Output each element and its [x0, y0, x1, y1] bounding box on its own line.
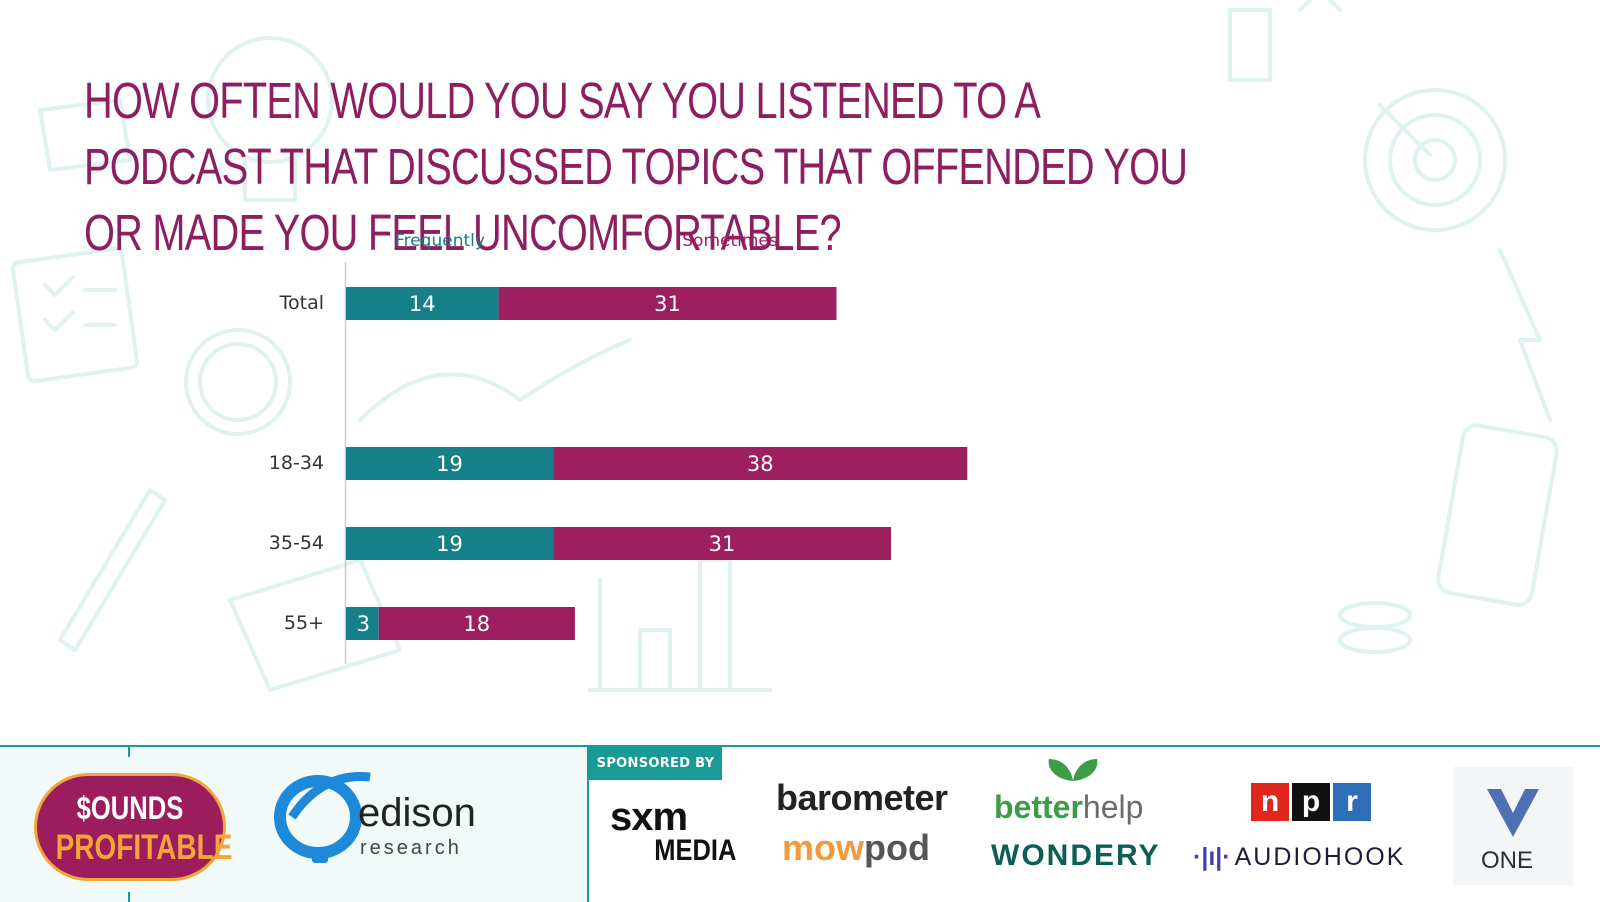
data-label: 31 [654, 292, 681, 316]
audiohook-wave-icon: ·|ı|· [1193, 843, 1231, 871]
mowpod-logo: mowpod [782, 827, 930, 868]
category-label: 18-34 [269, 452, 324, 474]
bar-frequently [346, 607, 379, 640]
sounds-profitable-logo: $OUNDS PROFITABLE [34, 773, 232, 881]
data-label: 3 [357, 612, 370, 636]
bar-sometimes [498, 287, 837, 320]
one-logo: ONE [1453, 767, 1573, 885]
bars-group: Total 14 31 18-34 19 38 35-54 19 31 55+ 3 18 [269, 287, 968, 640]
legend-item-sometimes: Sometimes [682, 231, 778, 251]
category-label: 55+ [284, 612, 324, 634]
footer-tick [128, 747, 130, 757]
legend-item-frequently: Frequently [395, 231, 485, 251]
edison-research-logo: edison research [272, 767, 502, 877]
sponsored-by-badge: SPONSORED BY [589, 747, 722, 780]
bar-frequently [346, 287, 499, 320]
bar-frequently [346, 527, 554, 560]
sponsor-area: SPONSORED BY [589, 747, 1600, 902]
category-label: 35-54 [269, 532, 324, 554]
wondery-logo: WONDERY [991, 839, 1161, 872]
bar-sometimes [553, 527, 891, 560]
bar-sometimes [553, 447, 968, 480]
sxm-media-logo: sxm MEDIA [610, 795, 737, 867]
data-label: 14 [409, 292, 436, 316]
data-label: 18 [463, 612, 490, 636]
legend: Frequently Sometimes [395, 231, 778, 251]
npr-logo: n p r [1251, 783, 1371, 821]
data-label: 38 [747, 452, 774, 476]
betterhelp-logo: betterhelp [994, 789, 1144, 825]
bar-frequently [346, 447, 554, 480]
data-label: 19 [436, 452, 463, 476]
data-label: 19 [436, 532, 463, 556]
data-label: 31 [709, 532, 736, 556]
footer-tick [128, 892, 130, 902]
audiohook-logo: ·|ı|· AUDIOHOOK [1193, 843, 1406, 871]
betterhelp-leaf-icon [1048, 759, 1098, 781]
background-doodles [10, 0, 1559, 692]
footer: $OUNDS PROFITABLE edison research SPONSO… [0, 745, 1600, 902]
bar-sometimes [378, 607, 575, 640]
category-label: Total [279, 292, 324, 314]
chart-title: How often would you say you listened to … [84, 72, 1188, 261]
edison-swirl-icon [274, 772, 371, 863]
barometer-logo: barometer [776, 777, 948, 818]
one-chevron-icon [1487, 789, 1539, 837]
footer-divider [587, 747, 589, 902]
